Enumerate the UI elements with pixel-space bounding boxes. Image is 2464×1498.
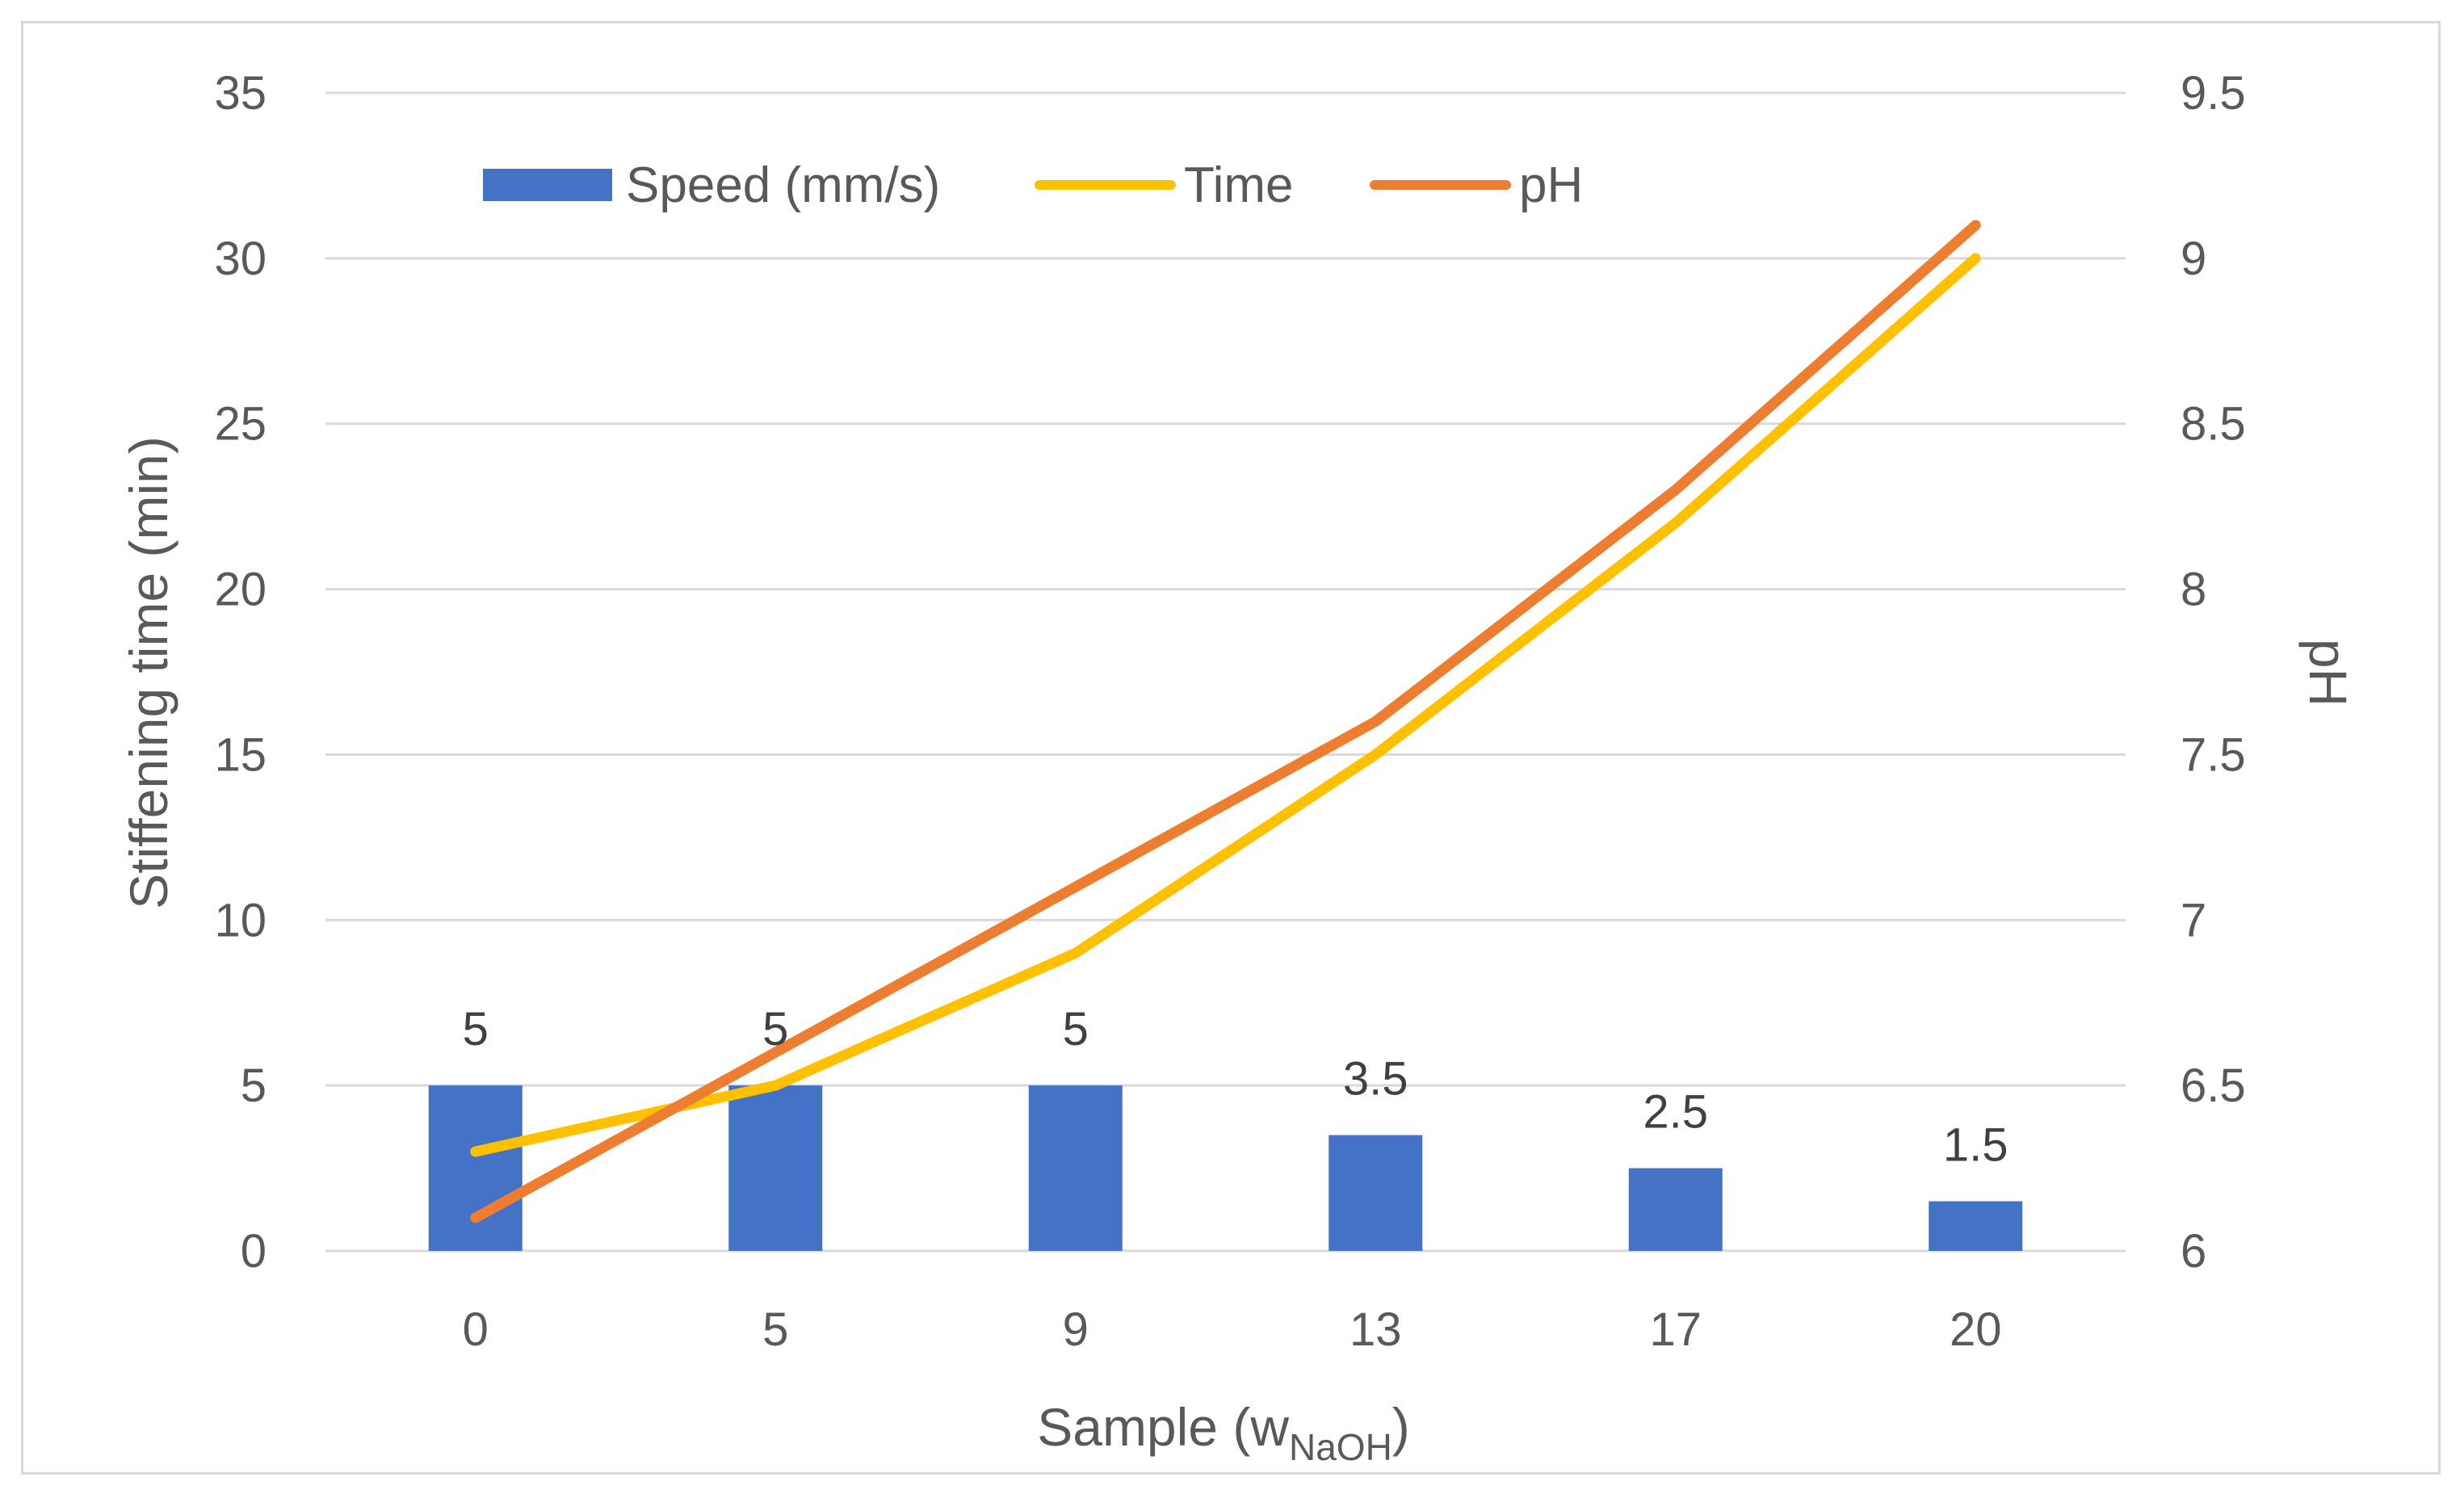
x-tick-label: 17 — [1649, 1303, 1702, 1356]
x-tick-label: 13 — [1350, 1303, 1402, 1356]
y-tick-label-left: 10 — [214, 894, 267, 946]
y-tick-label-right: 7.5 — [2181, 728, 2246, 781]
y-tick-label-right: 8 — [2181, 564, 2206, 616]
line-time — [470, 253, 1981, 1157]
bar-speed — [1028, 1085, 1123, 1251]
y-tick-label-right: 6 — [2181, 1225, 2206, 1278]
bar-data-label: 2.5 — [1643, 1086, 1708, 1139]
y-axis-left-title: Stiffening time (min) — [119, 436, 178, 909]
bar-speed — [728, 1085, 823, 1251]
y-tick-label-left: 35 — [214, 67, 267, 120]
line-ph — [470, 220, 1981, 1223]
legend-label-speed: Speed (mm/s) — [626, 157, 940, 213]
speed-bars — [428, 1085, 2023, 1251]
x-tick-label: 9 — [1063, 1303, 1089, 1356]
y-axis-right-title: pH — [2298, 639, 2358, 707]
bar-data-label: 5 — [463, 1003, 489, 1055]
y-tick-label-right: 9 — [2181, 233, 2206, 285]
bar-data-label: 5 — [762, 1003, 788, 1055]
bar-speed — [1628, 1168, 1723, 1251]
y-tick-label-left: 5 — [241, 1060, 267, 1112]
y-tick-label-left: 15 — [214, 728, 267, 781]
bar-speed — [1329, 1135, 1423, 1251]
y-tick-label-left: 25 — [214, 398, 267, 451]
bar-data-label: 1.5 — [1943, 1119, 2009, 1172]
legend: Speed (mm/s) Time pH — [483, 157, 1583, 213]
y-axis-left-ticks: 0 5 10 15 20 25 30 35 — [214, 67, 267, 1278]
x-tick-label: 20 — [1950, 1303, 2002, 1356]
legend-label-ph: pH — [1519, 157, 1583, 213]
x-axis-title-main: Sample (w — [1037, 1397, 1289, 1457]
y-tick-label-left: 20 — [214, 564, 267, 616]
chart-frame — [21, 21, 2441, 1475]
gridlines — [325, 91, 2126, 1253]
bar-data-label: 5 — [1063, 1003, 1089, 1055]
x-axis-title-close: ) — [1392, 1397, 1410, 1457]
bar-data-label: 3.5 — [1343, 1053, 1408, 1106]
x-axis-title-subscript: NaOH — [1289, 1426, 1392, 1468]
y-tick-label-right: 9.5 — [2181, 67, 2246, 120]
y-axis-right-ticks: 6 6.5 7 7.5 8 8.5 9 9.5 — [2181, 67, 2246, 1278]
x-tick-label: 5 — [762, 1303, 788, 1356]
bar-data-labels: 5 5 5 3.5 2.5 1.5 — [463, 1003, 2009, 1171]
bar-speed — [1929, 1201, 2023, 1251]
x-axis-title: Sample (wNaOH) — [1037, 1397, 1410, 1468]
bar-speed — [428, 1085, 523, 1251]
series-lines — [470, 220, 1981, 1223]
y-tick-label-right: 6.5 — [2181, 1060, 2246, 1112]
y-tick-label-left: 0 — [241, 1225, 267, 1278]
x-tick-label: 0 — [463, 1303, 489, 1356]
legend-label-time: Time — [1184, 157, 1293, 213]
y-tick-label-right: 7 — [2181, 894, 2206, 946]
y-tick-label-right: 8.5 — [2181, 398, 2246, 451]
x-axis-ticks: 0 5 9 13 17 20 — [463, 1303, 2002, 1356]
y-tick-label-left: 30 — [214, 233, 267, 285]
legend-swatch-speed — [483, 169, 612, 201]
